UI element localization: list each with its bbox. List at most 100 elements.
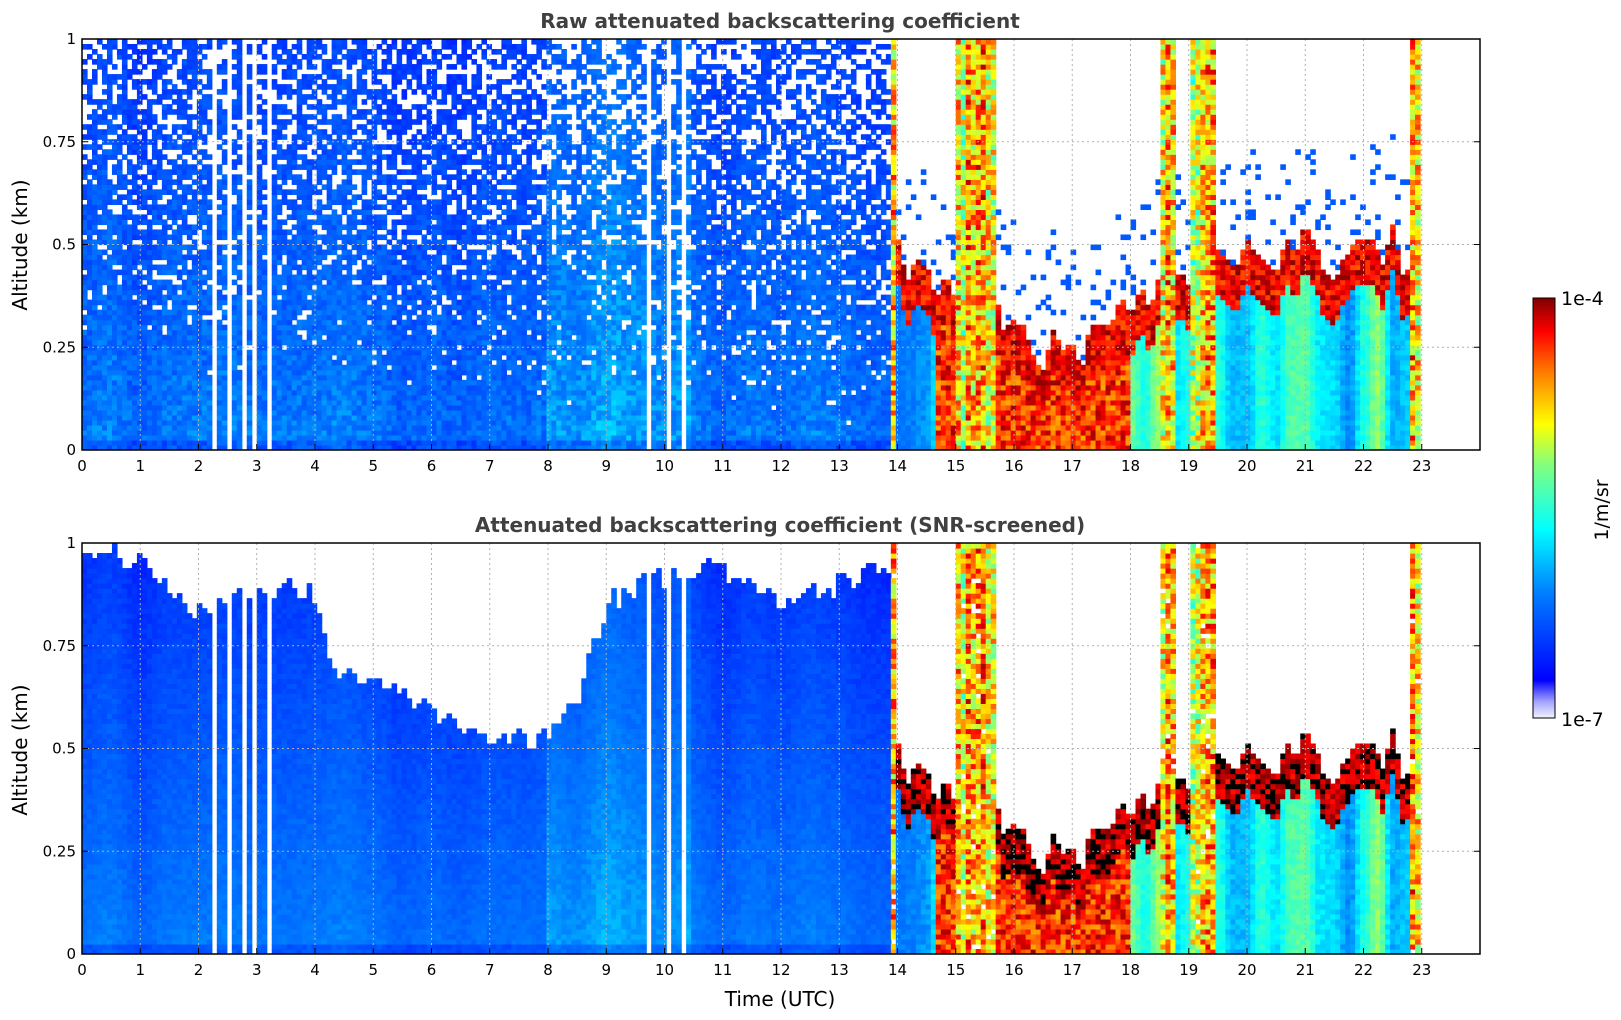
heatmap-cell	[386, 409, 393, 416]
heatmap-cell	[91, 199, 98, 205]
heatmap-cell	[206, 204, 213, 211]
heatmap-cell	[171, 344, 178, 351]
heatmap-cell	[386, 374, 393, 381]
heatmap-cell	[146, 54, 153, 60]
heatmap-cell	[271, 44, 278, 50]
heatmap-cell	[201, 339, 208, 346]
heatmap-cell	[351, 354, 358, 361]
heatmap-cell	[476, 399, 483, 406]
heatmap-cell	[191, 74, 198, 80]
heatmap-cell	[146, 84, 153, 90]
heatmap-cell	[171, 189, 178, 195]
heatmap-cell	[91, 244, 98, 251]
heatmap-cell	[181, 299, 188, 306]
heatmap-cell	[196, 399, 203, 406]
heatmap-cell	[341, 369, 348, 376]
heatmap-cell	[141, 349, 148, 356]
heatmap-cell	[176, 324, 183, 331]
heatmap-cell	[151, 129, 158, 135]
heatmap-cell	[301, 394, 308, 401]
heatmap-cell	[401, 309, 408, 316]
heatmap-cell	[121, 204, 128, 211]
heatmap-cell	[471, 179, 478, 185]
heatmap-cell	[126, 149, 133, 155]
heatmap-cell	[216, 349, 223, 356]
heatmap-cell	[441, 334, 448, 341]
heatmap-cell	[116, 94, 123, 100]
heatmap-cell	[326, 414, 333, 421]
heatmap-cell	[426, 144, 433, 150]
heatmap-cell	[456, 309, 463, 316]
heatmap-cell	[131, 414, 138, 421]
heatmap-cell	[111, 309, 118, 316]
heatmap-cell	[291, 364, 298, 371]
heatmap-cell	[181, 254, 188, 261]
heatmap-cell	[301, 404, 308, 411]
heatmap-cell	[101, 384, 108, 391]
heatmap-cell	[461, 349, 468, 356]
heatmap-cell	[411, 199, 418, 205]
heatmap-cell	[191, 359, 198, 366]
heatmap-cell	[316, 84, 323, 90]
heatmap-cell	[86, 124, 93, 130]
heatmap-cell	[431, 404, 438, 411]
heatmap-cell	[296, 79, 303, 85]
heatmap-cell	[381, 84, 388, 90]
heatmap-cell	[416, 364, 423, 371]
heatmap-cell	[91, 249, 98, 256]
heatmap-cell	[391, 39, 398, 45]
heatmap-cell	[291, 384, 298, 391]
heatmap-cell	[436, 369, 443, 376]
heatmap-cell	[82, 259, 88, 266]
heatmap-cell	[346, 89, 353, 95]
heatmap-cell	[131, 169, 138, 175]
heatmap-cell	[466, 199, 473, 205]
heatmap-cell	[346, 404, 353, 411]
heatmap-cell	[311, 379, 318, 386]
heatmap-cell	[421, 279, 428, 286]
heatmap-cell	[106, 394, 113, 401]
heatmap-cell	[316, 394, 323, 401]
heatmap-cell	[466, 274, 473, 281]
heatmap-cell	[231, 179, 238, 185]
heatmap-cell	[96, 369, 103, 376]
heatmap-cell	[436, 264, 443, 271]
heatmap-cell	[181, 44, 188, 50]
heatmap-cell	[386, 379, 393, 386]
heatmap-cell	[151, 429, 158, 436]
heatmap-cell	[156, 424, 163, 431]
heatmap-cell	[401, 339, 408, 346]
heatmap-cell	[196, 374, 203, 381]
heatmap-cell	[141, 324, 148, 331]
heatmap-cell	[111, 439, 118, 446]
heatmap-cell	[131, 434, 138, 441]
heatmap-cell	[326, 384, 333, 391]
heatmap-cell	[246, 434, 253, 441]
heatmap-cell	[331, 69, 338, 75]
heatmap-cell	[296, 349, 303, 356]
heatmap-cell	[276, 364, 283, 371]
heatmap-cell	[366, 314, 373, 321]
heatmap-cell	[191, 54, 198, 60]
heatmap-cell	[381, 94, 388, 100]
heatmap-cell	[356, 319, 363, 326]
heatmap-cell	[121, 394, 128, 401]
heatmap-cell	[301, 409, 308, 416]
heatmap-cell	[331, 284, 338, 291]
heatmap-cell	[191, 364, 198, 371]
heatmap-cell	[96, 424, 103, 431]
heatmap-cell	[466, 424, 473, 431]
heatmap-cell	[156, 364, 163, 371]
heatmap-cell	[426, 384, 433, 391]
heatmap-cell	[461, 104, 468, 110]
heatmap-cell	[276, 39, 283, 45]
heatmap-cell	[336, 444, 343, 450]
heatmap-cell	[221, 39, 228, 45]
heatmap-cell	[96, 409, 103, 416]
heatmap-cell	[426, 129, 433, 135]
heatmap-cell	[386, 264, 393, 271]
heatmap-cell	[461, 289, 468, 296]
heatmap-cell	[416, 114, 423, 120]
heatmap-cell	[236, 324, 243, 331]
heatmap-cell	[481, 354, 488, 361]
